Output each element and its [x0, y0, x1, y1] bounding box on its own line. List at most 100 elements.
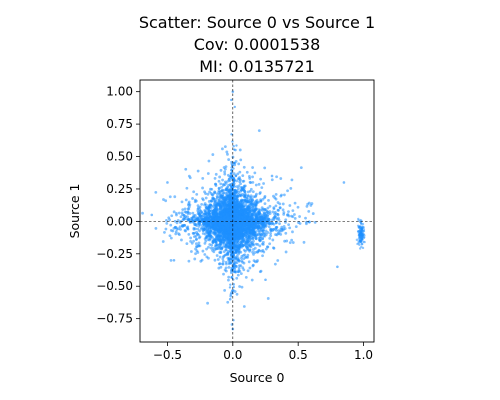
scatter-point [242, 232, 246, 236]
scatter-point [247, 218, 251, 221]
scatter-point [270, 221, 274, 225]
scatter-point [194, 227, 197, 231]
scatter-point [252, 202, 256, 205]
scatter-point [251, 209, 255, 213]
scatter-point [222, 182, 225, 186]
scatter-point [244, 275, 248, 279]
scatter-point [257, 210, 261, 213]
scatter-point [290, 178, 294, 182]
scatter-point [181, 218, 185, 222]
scatter-point [198, 229, 201, 233]
scatter-point [205, 247, 208, 251]
scatter-point [263, 166, 267, 170]
scatter-point [183, 224, 187, 227]
scatter-point [262, 217, 266, 221]
scatter-point [175, 213, 178, 217]
scatter-point [274, 204, 278, 208]
scatter-point [213, 206, 217, 210]
scatter-point [240, 236, 243, 240]
scatter-point [197, 236, 201, 240]
scatter-point [278, 222, 281, 226]
scatter-point [208, 190, 211, 194]
scatter-point [251, 181, 255, 184]
scatter-point [258, 191, 262, 194]
scatter-point [215, 247, 219, 250]
scatter-point [239, 178, 242, 182]
scatter-point [184, 167, 188, 171]
scatter-point [235, 223, 239, 227]
scatter-point [213, 176, 217, 180]
scatter-point [203, 218, 207, 221]
scatter-point [216, 208, 219, 212]
scatter-point [206, 172, 210, 175]
scatter-point [211, 212, 215, 216]
scatter-point [232, 145, 235, 148]
scatter-point [237, 215, 241, 218]
scatter-point [258, 225, 261, 228]
scatter-point [265, 210, 269, 214]
scatter-point [256, 222, 260, 226]
scatter-point [224, 222, 227, 226]
scatter-point [245, 245, 249, 249]
scatter-point [227, 278, 230, 282]
scatter-point [205, 235, 209, 239]
scatter-point [291, 241, 295, 244]
scatter-point [254, 222, 257, 226]
scatter-point [200, 226, 204, 230]
scatter-point [255, 192, 258, 196]
scatter-point [219, 239, 223, 243]
scatter-point [223, 215, 226, 219]
scatter-point [205, 203, 208, 207]
scatter-point [217, 201, 221, 205]
scatter-point [251, 190, 255, 194]
scatter-point [187, 259, 191, 263]
scatter-point [239, 201, 242, 204]
scatter-point [287, 223, 291, 227]
scatter-point [279, 232, 283, 236]
scatter-point [293, 213, 296, 216]
scatter-point [293, 216, 297, 220]
scatter-point [236, 270, 240, 274]
scatter-point [168, 195, 172, 199]
scatter-point [255, 207, 259, 211]
scatter-point [224, 191, 228, 195]
scatter-point [217, 187, 221, 191]
scatter-point [275, 212, 278, 216]
scatter-point [269, 227, 272, 231]
scatter-point [247, 260, 251, 264]
scatter-point [228, 286, 232, 289]
scatter-point [268, 210, 272, 213]
scatter-point [234, 250, 238, 254]
scatter-point [251, 242, 255, 246]
scatter-point [229, 250, 232, 253]
scatter-point [172, 210, 176, 214]
scatter-point [278, 202, 282, 206]
scatter-point [244, 241, 248, 245]
scatter-point [234, 247, 238, 251]
scatter-point [211, 236, 215, 240]
scatter-point [219, 250, 223, 254]
scatter-point [223, 288, 227, 292]
scatter-point [243, 211, 247, 215]
scatter-point [161, 240, 165, 243]
scatter-point [253, 171, 257, 175]
scatter-point [226, 179, 230, 183]
scatter-point [269, 234, 273, 238]
scatter-point [188, 203, 192, 207]
scatter-point [284, 231, 288, 235]
scatter-point [193, 257, 197, 261]
scatter-point [232, 172, 236, 176]
scatter-point [204, 205, 208, 209]
scatter-point [209, 203, 213, 207]
scatter-point [223, 205, 226, 209]
scatter-point [196, 204, 200, 208]
scatter-points [141, 90, 366, 331]
scatter-point [226, 300, 230, 304]
scatter-point [242, 165, 246, 169]
scatter-point [287, 210, 290, 213]
scatter-point [204, 192, 207, 195]
scatter-point [251, 227, 255, 231]
scatter-point [185, 186, 189, 190]
scatter-point [230, 160, 233, 164]
